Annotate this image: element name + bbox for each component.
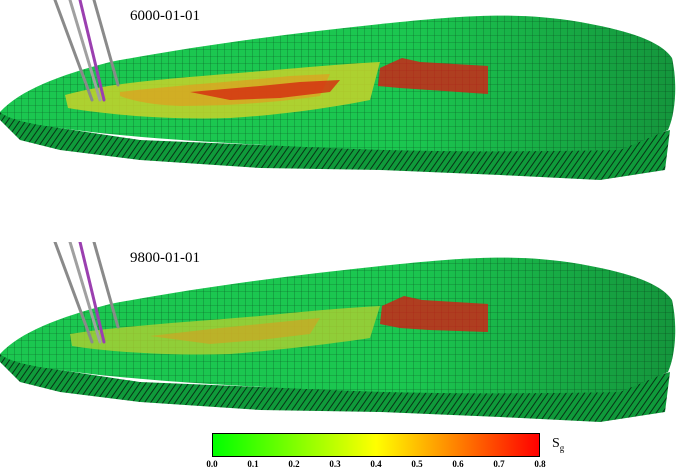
colorbar-tick-label: 0.8 [534,459,546,469]
colorbar-label: Sg [552,436,564,453]
colorbar-tick-label: 0.1 [247,459,259,469]
injection-wells [53,0,120,102]
colorbar-tick-label: 0.0 [206,459,218,469]
reservoir-side-wall [0,354,670,422]
date-label-top: 6000-01-01 [130,8,200,24]
saturation-colorbar [212,433,540,457]
reservoir-model-top [0,0,676,180]
injection-wells [53,242,120,344]
date-label-bottom: 9800-01-01 [130,250,200,266]
colorbar-tick-label: 0.3 [329,459,341,469]
colorbar-tick-label: 0.5 [411,459,423,469]
reservoir-view-bottom: 9800-01-01 [0,242,685,462]
reservoir-view-top: 6000-01-01 [0,0,685,220]
colorbar-tick-label: 0.6 [452,459,464,469]
gas-plume-mid [150,318,320,344]
colorbar-tick-label: 0.7 [493,459,505,469]
colorbar-label-sub: g [559,442,565,453]
colorbar-tick-label: 0.2 [288,459,300,469]
colorbar-label-main: S [552,436,560,451]
colorbar-tick-label: 0.4 [370,459,382,469]
reservoir-model-bottom [0,242,676,422]
reservoir-side-wall [0,112,670,180]
